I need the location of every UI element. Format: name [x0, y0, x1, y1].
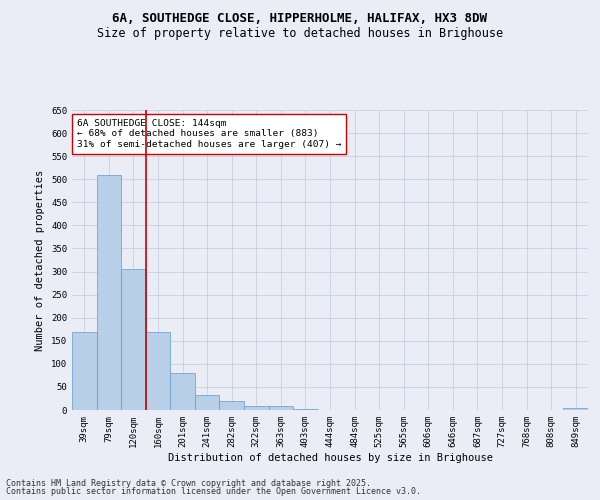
Bar: [563, 408, 588, 410]
Text: Contains HM Land Registry data © Crown copyright and database right 2025.: Contains HM Land Registry data © Crown c…: [6, 478, 371, 488]
Bar: [72, 332, 97, 410]
Text: Contains public sector information licensed under the Open Government Licence v3: Contains public sector information licen…: [6, 487, 421, 496]
Text: 6A, SOUTHEDGE CLOSE, HIPPERHOLME, HALIFAX, HX3 8DW: 6A, SOUTHEDGE CLOSE, HIPPERHOLME, HALIFA…: [113, 12, 487, 26]
Text: Size of property relative to detached houses in Brighouse: Size of property relative to detached ho…: [97, 28, 503, 40]
Bar: [220, 401, 244, 410]
Bar: [195, 395, 220, 410]
Bar: [269, 406, 293, 410]
Y-axis label: Number of detached properties: Number of detached properties: [35, 170, 46, 350]
Bar: [293, 408, 318, 410]
Bar: [97, 174, 121, 410]
Text: 6A SOUTHEDGE CLOSE: 144sqm
← 68% of detached houses are smaller (883)
31% of sem: 6A SOUTHEDGE CLOSE: 144sqm ← 68% of deta…: [77, 119, 341, 149]
X-axis label: Distribution of detached houses by size in Brighouse: Distribution of detached houses by size …: [167, 452, 493, 462]
Bar: [244, 406, 269, 410]
Bar: [146, 332, 170, 410]
Bar: [170, 373, 195, 410]
Bar: [121, 269, 146, 410]
